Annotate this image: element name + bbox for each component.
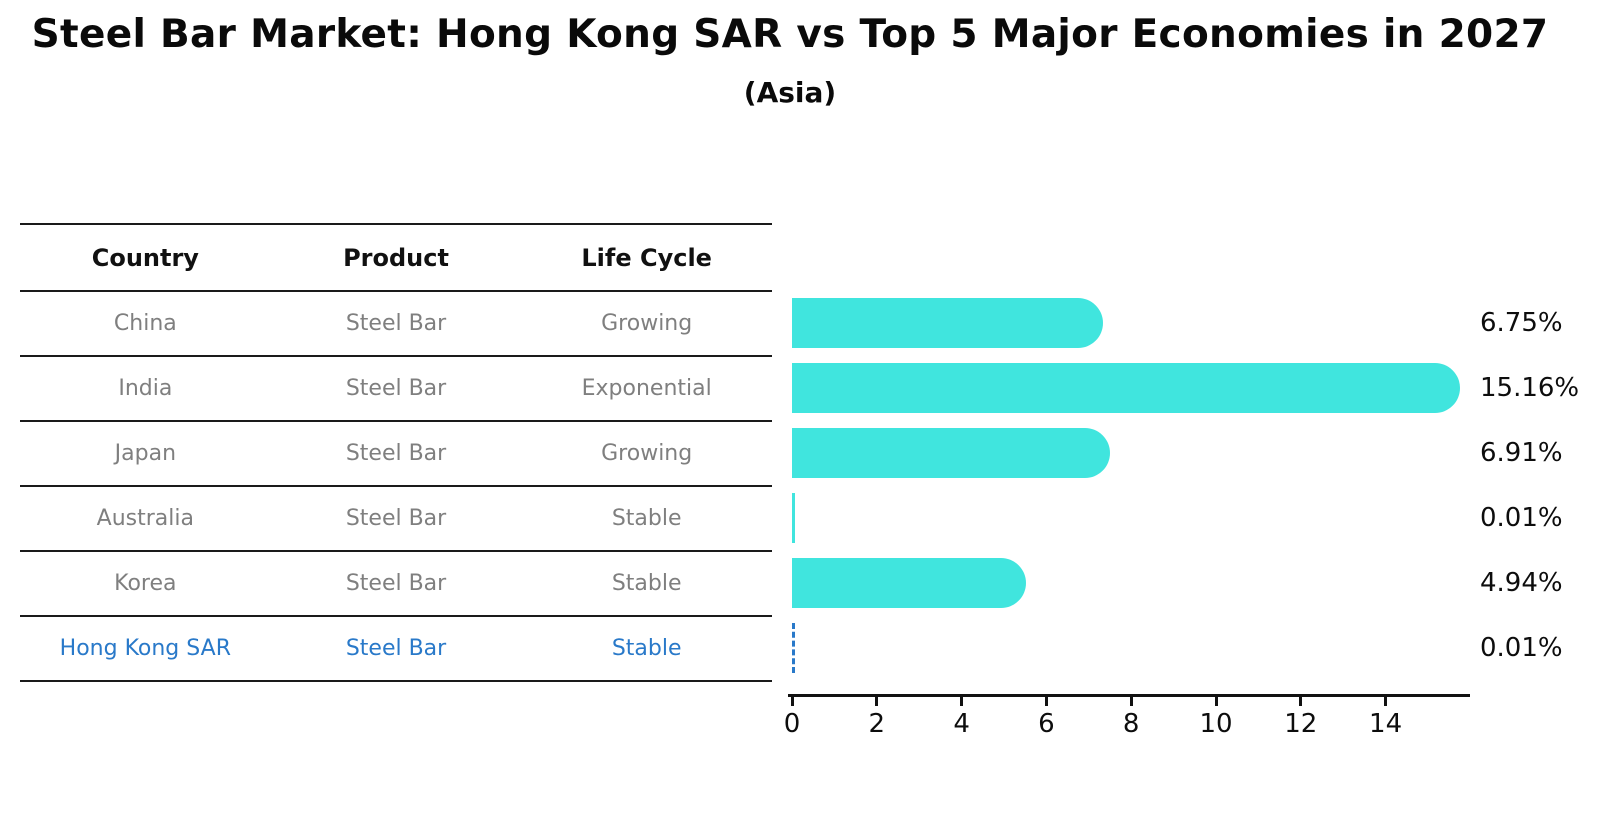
figure-title: Steel Bar Market: Hong Kong SAR vs Top 5…: [31, 12, 1549, 57]
cell-lifecycle: Stable: [611, 571, 682, 596]
table-row-australia: Australia Steel Bar Stable: [20, 487, 772, 552]
x-tick-label-10: 10: [1199, 709, 1233, 739]
x-tick-4: [960, 697, 964, 706]
bar-india: [792, 362, 1460, 413]
cell-product: Steel Bar: [345, 376, 447, 401]
cell-product: Steel Bar: [345, 506, 447, 531]
x-tick-label-6: 6: [1038, 709, 1055, 739]
cell-product: Steel Bar: [345, 311, 447, 336]
x-tick-8: [1129, 697, 1133, 706]
figure-subtitle: (Asia): [743, 76, 837, 109]
table-header-product: Product: [343, 243, 449, 272]
cell-country: India: [118, 376, 173, 401]
table-header-country: Country: [91, 243, 199, 272]
bar-value-label-australia: 0.01%: [1480, 502, 1563, 533]
x-tick-label-14: 14: [1369, 709, 1403, 739]
x-axis-line: [788, 694, 1470, 697]
x-tick-14: [1384, 697, 1388, 706]
x-tick-label-0: 0: [783, 709, 801, 739]
cell-product: Steel Bar: [345, 571, 447, 596]
bar-value-label-china: 6.75%: [1480, 307, 1563, 338]
cell-country: Japan: [114, 441, 177, 466]
bar-value-label-korea: 4.94%: [1480, 567, 1563, 598]
x-tick-label-2: 2: [868, 709, 886, 739]
cell-product: Steel Bar: [345, 441, 447, 466]
table-body: China Steel Bar Growing India Steel Bar Expon…: [20, 292, 772, 682]
cell-country: China: [113, 311, 177, 336]
x-tick-0: [790, 697, 794, 706]
bar-value-label-japan: 6.91%: [1480, 437, 1563, 468]
cell-lifecycle: Growing: [601, 441, 693, 466]
bar-korea: [792, 557, 1027, 608]
bar-hong-kong-sar: [792, 622, 795, 673]
bar-china: [792, 297, 1104, 348]
bar-value-label-hong-kong-sar: 0.01%: [1480, 632, 1563, 663]
x-tick-6: [1044, 697, 1048, 706]
table-row-hong-kong-sar: Hong Kong SAR Steel Bar Stable: [20, 617, 772, 682]
bar-value-label-india: 15.16%: [1480, 372, 1580, 403]
table-row-korea: Korea Steel Bar Stable: [20, 552, 772, 617]
bar-japan: [792, 427, 1110, 478]
cell-lifecycle: Exponential: [581, 376, 712, 401]
cell-lifecycle: Stable: [611, 506, 682, 531]
x-tick-2: [875, 697, 879, 706]
cell-country: Hong Kong SAR: [59, 636, 231, 661]
table-header-row: Country Product Life Cycle: [20, 225, 772, 292]
x-tick-10: [1214, 697, 1218, 706]
table-row-china: China Steel Bar Growing: [20, 292, 772, 357]
table-header-lifecycle: Life Cycle: [581, 243, 712, 272]
bar-australia: [792, 492, 795, 543]
table-row-india: India Steel Bar Exponential: [20, 357, 772, 422]
country-table: Country Product Life Cycle China Steel Ba…: [20, 223, 772, 682]
cell-country: Australia: [96, 506, 194, 531]
table-row-japan: Japan Steel Bar Growing: [20, 422, 772, 487]
x-tick-label-12: 12: [1284, 709, 1318, 739]
cell-lifecycle: Growing: [601, 311, 693, 336]
cell-product: Steel Bar: [345, 636, 447, 661]
x-tick-label-8: 8: [1122, 709, 1140, 739]
cell-lifecycle: Stable: [611, 636, 682, 661]
cell-country: Korea: [114, 571, 177, 596]
x-tick-label-4: 4: [953, 709, 970, 739]
x-tick-12: [1299, 697, 1303, 706]
